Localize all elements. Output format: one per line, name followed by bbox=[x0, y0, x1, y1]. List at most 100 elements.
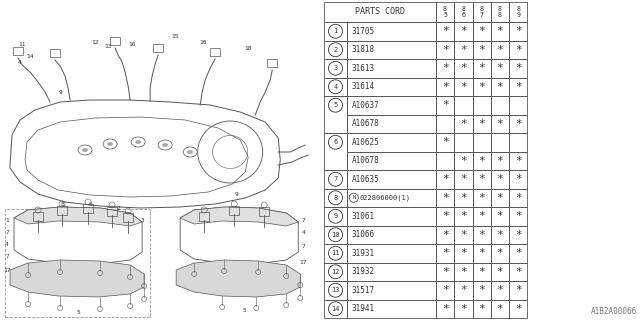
Text: 7: 7 bbox=[479, 12, 484, 18]
Text: *: * bbox=[478, 285, 485, 295]
Bar bbox=[107, 207, 117, 216]
Bar bbox=[491, 2, 509, 22]
Text: 12: 12 bbox=[332, 269, 340, 275]
Bar bbox=[454, 41, 472, 59]
Bar bbox=[324, 170, 347, 188]
Text: 7: 7 bbox=[301, 244, 305, 249]
Text: *: * bbox=[442, 193, 449, 203]
Text: 17: 17 bbox=[3, 268, 11, 273]
Text: *: * bbox=[460, 82, 467, 92]
Ellipse shape bbox=[162, 143, 168, 147]
Bar bbox=[347, 281, 436, 300]
Text: 7: 7 bbox=[333, 176, 338, 182]
Bar bbox=[472, 59, 491, 77]
Text: *: * bbox=[515, 304, 522, 314]
Text: *: * bbox=[478, 82, 485, 92]
Text: 4: 4 bbox=[301, 230, 305, 236]
Text: *: * bbox=[515, 156, 522, 166]
Bar bbox=[324, 281, 347, 300]
Bar bbox=[491, 41, 509, 59]
Bar bbox=[509, 170, 527, 188]
Bar bbox=[436, 41, 454, 59]
Bar bbox=[491, 300, 509, 318]
Text: 8: 8 bbox=[498, 12, 502, 18]
Text: 2: 2 bbox=[116, 205, 120, 211]
Text: *: * bbox=[497, 119, 503, 129]
Bar bbox=[472, 262, 491, 281]
Polygon shape bbox=[14, 207, 142, 226]
Bar bbox=[472, 244, 491, 262]
Bar bbox=[509, 59, 527, 77]
Text: *: * bbox=[478, 45, 485, 55]
Text: 14: 14 bbox=[332, 306, 340, 312]
Text: 6: 6 bbox=[88, 203, 92, 207]
Bar bbox=[509, 133, 527, 151]
Text: *: * bbox=[497, 230, 503, 240]
Text: *: * bbox=[497, 26, 503, 36]
Bar bbox=[324, 244, 347, 262]
Bar bbox=[436, 22, 454, 41]
Bar bbox=[472, 170, 491, 188]
Bar bbox=[472, 207, 491, 226]
Text: 31517: 31517 bbox=[352, 286, 375, 295]
Text: *: * bbox=[515, 248, 522, 258]
Text: 9: 9 bbox=[516, 12, 520, 18]
Bar bbox=[436, 151, 454, 170]
Bar bbox=[436, 115, 454, 133]
Bar bbox=[509, 207, 527, 226]
Bar bbox=[454, 262, 472, 281]
Bar bbox=[454, 96, 472, 115]
Text: *: * bbox=[442, 174, 449, 184]
Text: *: * bbox=[497, 156, 503, 166]
Text: 3: 3 bbox=[333, 65, 338, 71]
Bar bbox=[509, 300, 527, 318]
Text: 13: 13 bbox=[104, 44, 112, 49]
Text: 10: 10 bbox=[200, 41, 207, 45]
Bar bbox=[324, 133, 347, 170]
Text: 8: 8 bbox=[333, 195, 338, 201]
Text: *: * bbox=[515, 230, 522, 240]
Bar bbox=[454, 188, 472, 207]
Bar bbox=[491, 281, 509, 300]
Bar bbox=[491, 77, 509, 96]
Text: 10: 10 bbox=[332, 232, 340, 238]
Text: 5: 5 bbox=[243, 308, 246, 314]
Text: 5: 5 bbox=[443, 12, 447, 18]
Text: *: * bbox=[460, 63, 467, 73]
Text: *: * bbox=[515, 193, 522, 203]
Text: 31818: 31818 bbox=[352, 45, 375, 54]
Text: *: * bbox=[515, 285, 522, 295]
Bar bbox=[347, 170, 436, 188]
Text: *: * bbox=[460, 156, 467, 166]
Text: 11: 11 bbox=[19, 42, 26, 46]
Text: *: * bbox=[460, 230, 467, 240]
Bar bbox=[347, 115, 436, 133]
Text: 5: 5 bbox=[76, 310, 80, 316]
Text: 6: 6 bbox=[461, 12, 465, 18]
Text: *: * bbox=[515, 174, 522, 184]
Bar bbox=[491, 22, 509, 41]
Bar bbox=[324, 226, 347, 244]
Bar bbox=[436, 96, 454, 115]
Bar bbox=[347, 151, 436, 170]
Text: *: * bbox=[478, 156, 485, 166]
Text: *: * bbox=[478, 193, 485, 203]
Text: *: * bbox=[442, 45, 449, 55]
Bar bbox=[324, 300, 347, 318]
Bar bbox=[436, 59, 454, 77]
Bar bbox=[491, 207, 509, 226]
Bar bbox=[436, 170, 454, 188]
Text: *: * bbox=[442, 304, 449, 314]
Bar bbox=[436, 226, 454, 244]
Bar bbox=[454, 151, 472, 170]
Bar bbox=[454, 207, 472, 226]
Bar bbox=[509, 115, 527, 133]
Bar bbox=[83, 204, 93, 213]
Bar bbox=[491, 133, 509, 151]
Text: *: * bbox=[460, 267, 467, 277]
Bar bbox=[509, 262, 527, 281]
Text: A1B2A00066: A1B2A00066 bbox=[591, 307, 637, 316]
Bar bbox=[33, 212, 43, 221]
Text: *: * bbox=[497, 248, 503, 258]
Text: *: * bbox=[442, 267, 449, 277]
